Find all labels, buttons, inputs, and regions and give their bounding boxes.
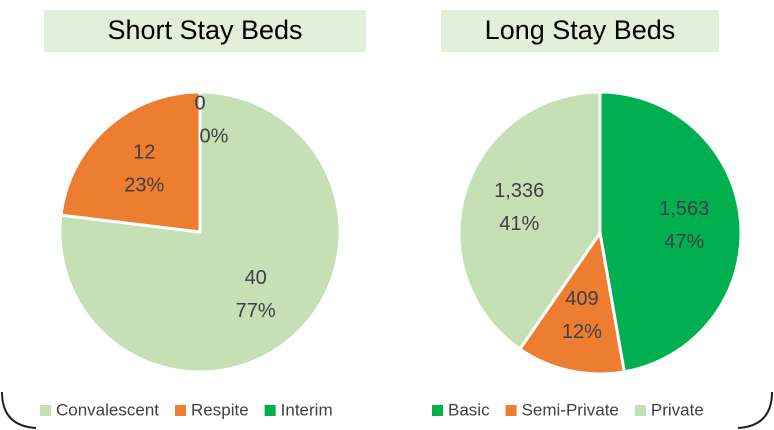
pie-slice: [598, 90, 743, 374]
percent-label: 23%: [124, 174, 164, 196]
percent-label: 77%: [236, 300, 276, 322]
value-label: 1,336: [494, 180, 544, 202]
frame-edge: [1, 391, 773, 429]
percent-label: 12%: [562, 321, 602, 343]
legend-swatch: [175, 405, 187, 416]
value-label: 12: [133, 141, 155, 163]
pie-slice: [59, 90, 202, 234]
pie-slice: [58, 90, 342, 374]
chart-title: Long Stay Beds: [485, 15, 676, 45]
percent-label: 0%: [200, 125, 229, 147]
legend-label: Interim: [281, 400, 333, 419]
percent-label: 41%: [499, 213, 539, 235]
title-box: [44, 10, 366, 52]
legend-swatch: [264, 405, 276, 416]
legend-label: Basic: [448, 400, 490, 419]
value-label: 1,563: [659, 198, 709, 220]
value-label: 40: [245, 267, 267, 289]
legend-label: Respite: [191, 400, 249, 419]
legend-swatch: [634, 405, 646, 416]
legend-label: Convalescent: [56, 400, 159, 419]
legend-swatch: [40, 405, 51, 416]
value-label: 0: [194, 92, 205, 114]
legend-label: Private: [651, 400, 704, 419]
chart-title: Short Stay Beds: [107, 15, 302, 45]
percent-label: 47%: [664, 231, 704, 253]
pie-slice: [517, 229, 626, 376]
pie-slice: [457, 90, 602, 352]
legend-label: Semi-Private: [522, 400, 619, 419]
title-box: [441, 10, 719, 52]
value-label: 409: [565, 288, 598, 310]
legend-swatch: [505, 405, 517, 416]
legend-swatch: [432, 405, 443, 416]
